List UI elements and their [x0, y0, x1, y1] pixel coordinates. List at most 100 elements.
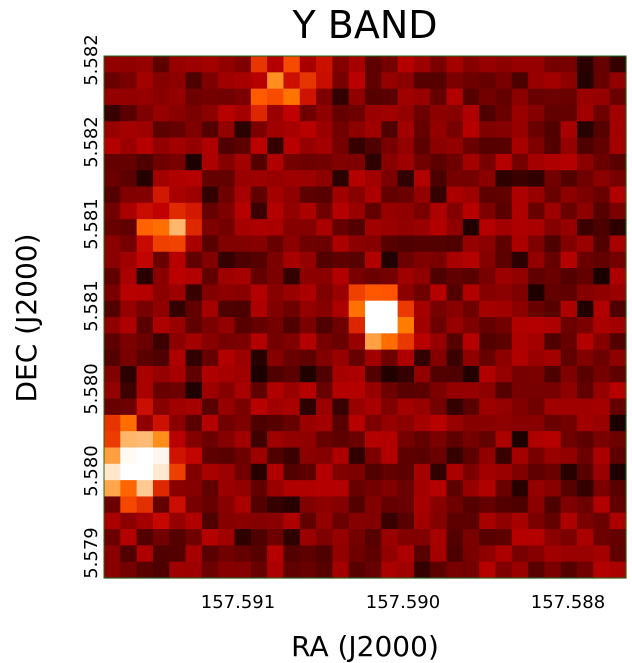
- heatmap-pixel: [234, 431, 252, 449]
- heatmap-pixel: [593, 268, 611, 285]
- heatmap-pixel: [430, 300, 448, 318]
- heatmap-pixel: [169, 512, 187, 530]
- heatmap-pixel: [495, 529, 513, 546]
- heatmap-pixel: [250, 251, 268, 269]
- heatmap-pixel: [120, 137, 138, 155]
- heatmap-pixel: [593, 317, 611, 334]
- heatmap-pixel: [365, 561, 382, 579]
- heatmap-pixel: [430, 545, 448, 563]
- heatmap-pixel: [152, 284, 170, 302]
- heatmap-pixel: [136, 431, 154, 449]
- heatmap-pixel: [462, 512, 480, 530]
- heatmap-pixel: [365, 496, 382, 514]
- heatmap-pixel: [169, 317, 187, 334]
- heatmap-pixel: [152, 235, 170, 253]
- heatmap-pixel: [152, 268, 170, 285]
- heatmap-pixel: [104, 398, 121, 416]
- heatmap-pixel: [495, 202, 513, 220]
- heatmap-pixel: [267, 121, 285, 139]
- heatmap-pixel: [201, 349, 219, 367]
- heatmap-pixel: [381, 496, 399, 514]
- heatmap-pixel: [136, 447, 154, 465]
- heatmap-pixel: [609, 88, 627, 106]
- heatmap-pixel: [316, 463, 333, 481]
- heatmap-pixel: [136, 300, 154, 318]
- heatmap-pixel: [136, 137, 154, 155]
- heatmap-pixel: [413, 496, 431, 514]
- heatmap-pixel: [495, 349, 513, 367]
- heatmap-pixel: [609, 349, 627, 367]
- heatmap-pixel: [544, 170, 562, 188]
- heatmap-pixel: [593, 186, 611, 204]
- heatmap-pixel: [609, 251, 627, 269]
- heatmap-pixel: [120, 251, 138, 269]
- heatmap-pixel: [560, 202, 578, 220]
- heatmap-pixel: [348, 561, 366, 579]
- heatmap-pixel: [152, 349, 170, 367]
- heatmap-pixel: [152, 202, 170, 220]
- heatmap-pixel: [397, 333, 415, 351]
- heatmap-pixel: [152, 88, 170, 106]
- heatmap-pixel: [250, 333, 268, 351]
- heatmap-pixel: [104, 529, 121, 546]
- heatmap-pixel: [462, 561, 480, 579]
- heatmap-pixel: [136, 480, 154, 498]
- heatmap-pixel: [218, 561, 236, 579]
- heatmap-pixel: [120, 170, 138, 188]
- heatmap-pixel: [316, 349, 333, 367]
- heatmap-pixel: [316, 121, 333, 139]
- heatmap-pixel: [316, 88, 333, 106]
- chart-title: Y BAND: [291, 3, 437, 47]
- heatmap-pixel: [120, 202, 138, 220]
- heatmap-pixel: [462, 398, 480, 416]
- heatmap-pixel: [267, 496, 285, 514]
- heatmap-pixel: [152, 447, 170, 465]
- heatmap-pixel: [397, 512, 415, 530]
- heatmap-pixel: [267, 480, 285, 498]
- heatmap-pixel: [528, 561, 546, 579]
- heatmap-pixel: [201, 72, 219, 90]
- heatmap-pixel: [511, 545, 529, 563]
- heatmap-pixel: [332, 137, 350, 155]
- heatmap-pixel: [593, 545, 611, 563]
- heatmap-pixel: [413, 463, 431, 481]
- heatmap-pixel: [511, 365, 529, 383]
- heatmap-pixel: [413, 398, 431, 416]
- heatmap-pixel: [560, 414, 578, 432]
- heatmap-pixel: [185, 349, 203, 367]
- heatmap-pixel: [283, 529, 301, 546]
- heatmap-pixel: [413, 382, 431, 400]
- heatmap-pixel: [544, 88, 562, 106]
- heatmap-pixel: [397, 431, 415, 449]
- heatmap-pixel: [577, 496, 594, 514]
- heatmap-pixel: [104, 219, 121, 237]
- heatmap-pixel: [397, 284, 415, 302]
- heatmap-pixel: [120, 268, 138, 285]
- heatmap-pixel: [462, 137, 480, 155]
- heatmap-pixel: [430, 235, 448, 253]
- heatmap-pixel: [446, 512, 464, 530]
- heatmap-pixel: [104, 414, 121, 432]
- heatmap-pixel: [495, 268, 513, 285]
- heatmap-pixel: [609, 561, 627, 579]
- heatmap-pixel: [462, 56, 480, 73]
- heatmap-pixel: [332, 480, 350, 498]
- heatmap-pixel: [218, 56, 236, 73]
- heatmap-pixel: [544, 186, 562, 204]
- heatmap-pixel: [609, 121, 627, 139]
- heatmap-pixel: [104, 431, 121, 449]
- heatmap-pixel: [185, 545, 203, 563]
- heatmap-pixel: [446, 137, 464, 155]
- heatmap-pixel: [136, 365, 154, 383]
- heatmap-pixel: [593, 480, 611, 498]
- heatmap-pixel: [152, 480, 170, 498]
- heatmap-pixel: [397, 365, 415, 383]
- y-tick-label: 5.580: [81, 363, 102, 415]
- heatmap-pixel: [381, 121, 399, 139]
- heatmap-pixel: [218, 121, 236, 139]
- heatmap-pixel: [250, 219, 268, 237]
- heatmap-pixel: [397, 317, 415, 334]
- heatmap-pixel: [120, 365, 138, 383]
- heatmap-pixel: [299, 365, 317, 383]
- heatmap-pixel: [136, 170, 154, 188]
